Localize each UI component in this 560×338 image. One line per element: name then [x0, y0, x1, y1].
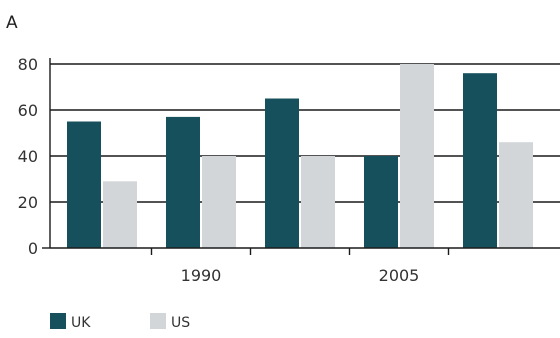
bar-uk-0 — [67, 121, 101, 248]
legend-swatch-uk — [50, 313, 66, 329]
bar-us-4 — [499, 142, 533, 248]
x-tick-label-1990: 1990 — [181, 266, 222, 285]
bar-us-0 — [103, 181, 137, 248]
bar-us-2 — [301, 156, 335, 248]
y-tick-label-80: 80 — [18, 55, 38, 74]
legend: UK US — [50, 313, 190, 331]
bar-us-3 — [400, 64, 434, 248]
y-tick-label-40: 40 — [18, 147, 38, 166]
legend-swatch-us — [150, 313, 166, 329]
x-tick-label-2005: 2005 — [379, 266, 420, 285]
y-tick-label-0: 0 — [28, 239, 38, 258]
bar-uk-1 — [166, 116, 200, 249]
y-tick-label-20: 20 — [18, 193, 38, 212]
panel-label: A — [6, 13, 18, 33]
y-axis-ticks: 0 20 40 60 80 — [18, 55, 38, 258]
legend-label-us: US — [171, 315, 190, 331]
bar-uk-2 — [265, 98, 299, 248]
bar-us-1 — [202, 156, 236, 248]
legend-label-uk: UK — [71, 315, 91, 331]
bar-uk-3 — [364, 156, 398, 248]
axes — [42, 58, 560, 249]
bar-uk-4 — [463, 73, 497, 248]
x-axis-ticks: 1990 2005 — [150, 248, 450, 285]
y-tick-label-60: 60 — [18, 101, 38, 120]
bars — [67, 64, 533, 249]
